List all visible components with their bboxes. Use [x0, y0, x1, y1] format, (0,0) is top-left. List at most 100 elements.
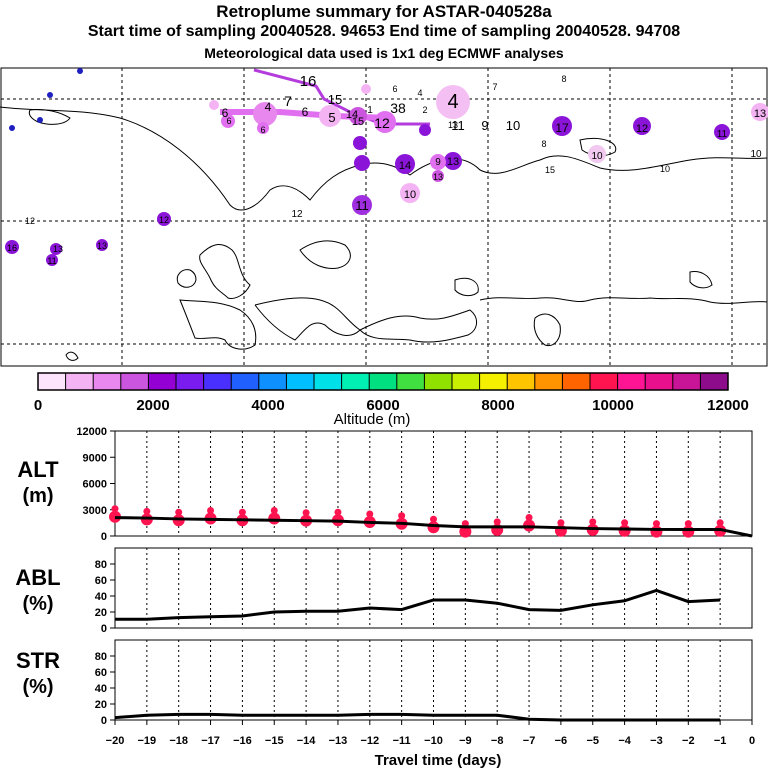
- colorbar-swatch: [93, 373, 122, 390]
- map-label: 6: [392, 84, 397, 94]
- x-tick-label: −20: [106, 735, 125, 747]
- colorbar-swatch: [562, 373, 591, 390]
- x-tick-label: −11: [393, 735, 411, 747]
- plume-marker: [253, 102, 277, 126]
- plume-marker: [361, 84, 371, 94]
- y-tick-label: 0: [101, 531, 107, 543]
- abl-line: [115, 588, 721, 621]
- map-frame: [0, 67, 768, 367]
- map-label: 12: [159, 215, 169, 225]
- x-tick-label: −12: [360, 735, 379, 747]
- x-tick-label: −4: [618, 735, 631, 747]
- sampling-times: Start time of sampling 20040528. 94653 E…: [87, 23, 681, 40]
- colorbar-border: [37, 372, 729, 391]
- map-label: 12: [25, 216, 35, 226]
- plume-marker: [714, 124, 730, 140]
- y-tick-label: 3000: [83, 505, 107, 517]
- alt-point: [618, 524, 631, 537]
- y-tick-label: 40: [95, 591, 107, 603]
- plume-marker: [633, 117, 651, 135]
- y-tick-label: 40: [95, 683, 107, 695]
- alt-point: [268, 512, 281, 525]
- plume-marker: [395, 154, 415, 174]
- y-tick-label: 80: [95, 559, 107, 571]
- map-coastlines: [0, 106, 768, 361]
- x-tick-label: 0: [749, 735, 755, 747]
- map-label: 16: [300, 73, 317, 90]
- map-label: 16: [7, 243, 17, 253]
- panel-unit: (%): [22, 676, 53, 698]
- alt-point-upper: [684, 520, 692, 528]
- colorbar-swatch: [286, 373, 315, 390]
- y-tick-label: 60: [95, 575, 107, 587]
- plume-marker: [319, 105, 341, 127]
- x-tick-label: −6: [555, 735, 568, 747]
- map-label: 4: [447, 91, 458, 113]
- map-label: 5: [328, 110, 335, 125]
- map-label: 13: [447, 156, 459, 168]
- panel-label: STR: [16, 648, 60, 673]
- y-tick-label: 9000: [83, 452, 107, 464]
- colorbar-tick: 8000: [481, 397, 514, 414]
- alt-point-upper: [366, 510, 374, 518]
- x-tick-label: −15: [265, 735, 284, 747]
- panel-label: ABL: [15, 565, 60, 590]
- alt-point: [427, 521, 440, 534]
- colorbar-swatch: [617, 373, 646, 390]
- map-label: 15: [328, 92, 342, 107]
- colorbar-swatch: [452, 373, 480, 390]
- x-tick-label: −14: [297, 735, 317, 747]
- colorbar-tick: 12000: [707, 397, 749, 414]
- map-label: 1: [367, 105, 373, 116]
- plume-marker: [419, 124, 431, 136]
- colorbar-tick-labels: 0 2000 4000 6000 8000 10000 12000: [34, 397, 749, 414]
- map-label: 17: [555, 121, 569, 135]
- plume-marker: [374, 111, 396, 133]
- colorbar-swatch: [120, 373, 149, 390]
- alt-point: [109, 510, 121, 523]
- x-tick-label: −9: [459, 735, 472, 747]
- map-label: 10: [404, 189, 416, 201]
- plume-marker: [432, 170, 444, 182]
- colorbar-swatch: [700, 373, 729, 390]
- y-tick-label: 0: [101, 715, 107, 727]
- plume-marker: [349, 107, 367, 125]
- alt-point-upper: [207, 507, 215, 514]
- map-label: 13: [53, 244, 63, 254]
- colorbar-swatch: [148, 373, 177, 390]
- map-label: 2: [422, 105, 427, 115]
- map-label: 13: [448, 120, 458, 130]
- map-label: 12: [374, 115, 390, 131]
- map-label: 13: [433, 172, 443, 182]
- plume-marker: [209, 100, 219, 110]
- alt-point-upper: [302, 509, 310, 517]
- plume-marker: [353, 136, 367, 150]
- plume-marker: [96, 239, 108, 251]
- map-label: 14: [346, 109, 358, 121]
- x-tick-label: −10: [424, 735, 443, 747]
- panel-label: ALT: [17, 457, 59, 482]
- colorbar-tick: 10000: [592, 397, 634, 414]
- colorbar-swatch: [590, 373, 618, 390]
- map-label: 8: [561, 74, 566, 84]
- colorbar-swatch: [645, 373, 674, 390]
- alt-point-upper: [716, 519, 724, 527]
- colorbar-tick: 0: [34, 397, 42, 414]
- alt-point-upper: [621, 519, 629, 527]
- alt-point-upper: [334, 508, 342, 516]
- map-label: 7: [284, 93, 292, 109]
- map-label: 8: [541, 139, 546, 149]
- map-label: 12: [291, 209, 303, 220]
- alt-point: [459, 525, 472, 538]
- x-tick-label: −5: [586, 735, 599, 747]
- colorbar-swatch: [38, 373, 66, 390]
- map-label: 9: [435, 157, 441, 168]
- alt-point: [682, 525, 695, 538]
- y-tick-label: 60: [95, 667, 107, 679]
- map-label: 11: [717, 129, 728, 140]
- alt-point-upper: [430, 515, 437, 523]
- colorbar-swatch: [424, 373, 453, 390]
- map-label: 13: [97, 241, 107, 251]
- plume-marker: [221, 114, 235, 128]
- colorbar-tick: 2000: [136, 397, 169, 414]
